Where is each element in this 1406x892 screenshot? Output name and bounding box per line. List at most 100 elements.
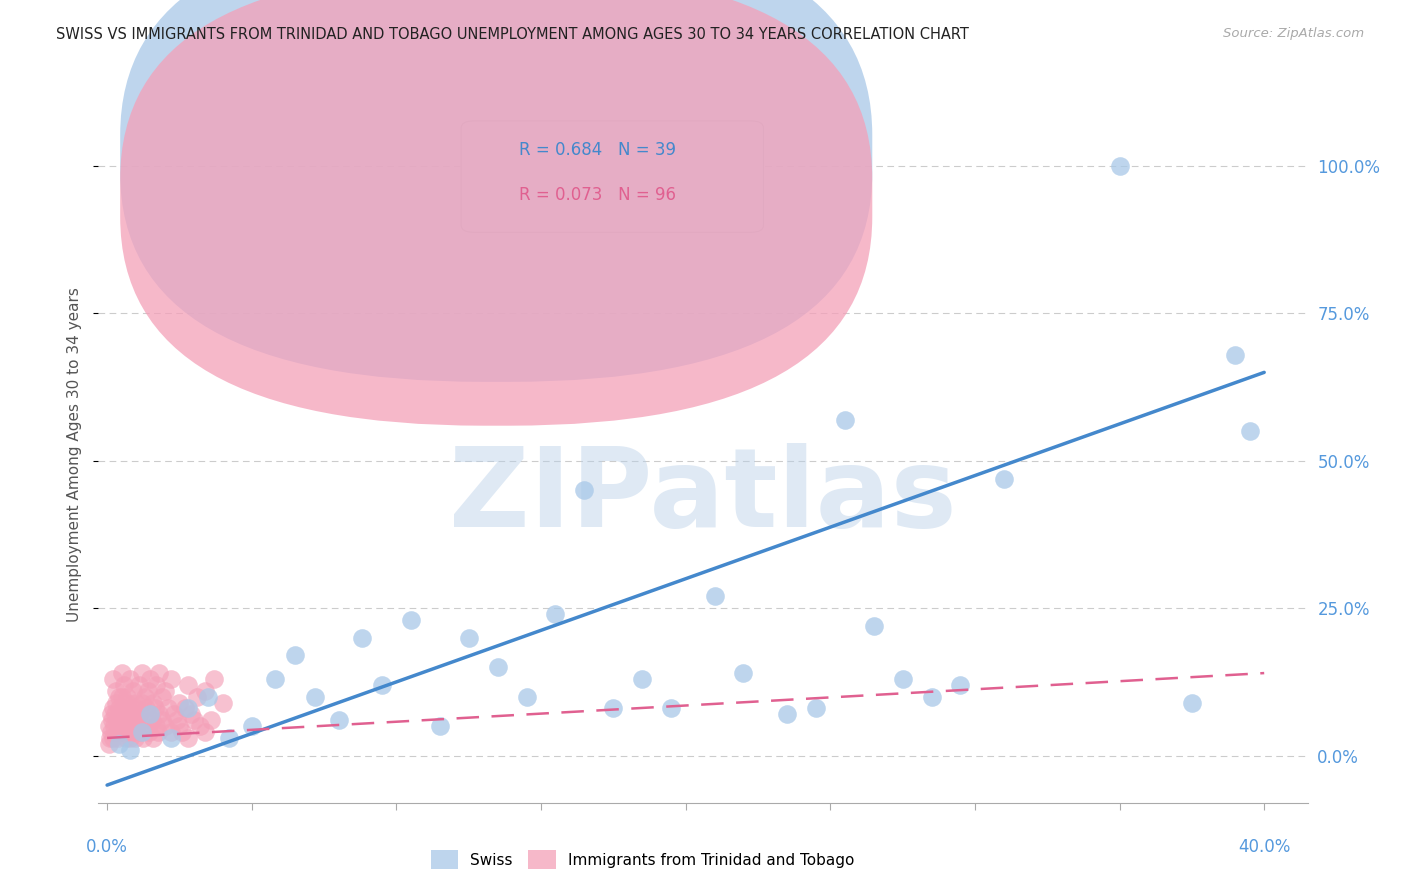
Point xyxy=(145,719,167,733)
Point xyxy=(169,696,191,710)
Point xyxy=(169,719,191,733)
Legend: Swiss, Immigrants from Trinidad and Tobago: Swiss, Immigrants from Trinidad and Toba… xyxy=(425,845,860,875)
Point xyxy=(544,607,567,621)
Point xyxy=(139,707,162,722)
Point xyxy=(174,701,197,715)
Point xyxy=(153,719,176,733)
Point xyxy=(1225,348,1247,362)
Point xyxy=(141,713,163,727)
Point xyxy=(891,672,914,686)
Point xyxy=(122,707,145,722)
Point xyxy=(1181,696,1204,710)
Point xyxy=(177,678,200,692)
Point xyxy=(125,696,148,710)
Point xyxy=(124,713,146,727)
Point xyxy=(98,731,121,745)
Point xyxy=(172,725,194,739)
Text: ZIPatlas: ZIPatlas xyxy=(449,443,957,550)
Point xyxy=(110,725,132,739)
Point xyxy=(117,725,139,739)
Point xyxy=(135,701,157,715)
Point xyxy=(834,412,856,426)
Point xyxy=(103,731,125,745)
Point xyxy=(104,696,127,710)
Point xyxy=(139,707,162,722)
Point xyxy=(110,666,132,681)
Point xyxy=(429,719,451,733)
Text: R = 0.684   N = 39: R = 0.684 N = 39 xyxy=(519,141,676,159)
Point xyxy=(804,701,827,715)
Point xyxy=(131,725,153,739)
Text: Source: ZipAtlas.com: Source: ZipAtlas.com xyxy=(1223,27,1364,40)
Point xyxy=(129,725,152,739)
Point xyxy=(148,707,170,722)
Point xyxy=(202,672,225,686)
Point xyxy=(115,731,138,745)
Point xyxy=(101,713,124,727)
FancyBboxPatch shape xyxy=(461,121,763,232)
Point xyxy=(194,683,217,698)
Point xyxy=(150,690,173,704)
Point xyxy=(993,471,1015,485)
Point xyxy=(107,701,129,715)
Point xyxy=(631,672,654,686)
Point xyxy=(145,678,167,692)
Point xyxy=(134,690,156,704)
Point xyxy=(949,678,972,692)
Point xyxy=(159,731,181,745)
Point xyxy=(862,619,884,633)
Point xyxy=(117,690,139,704)
Point xyxy=(110,690,132,704)
Point xyxy=(128,678,150,692)
Point xyxy=(131,666,153,681)
Point xyxy=(659,701,682,715)
Point xyxy=(218,731,240,745)
Text: 0.0%: 0.0% xyxy=(86,838,128,856)
Point xyxy=(121,713,143,727)
Point xyxy=(399,613,422,627)
Point xyxy=(125,701,148,715)
Point xyxy=(101,701,124,715)
Point xyxy=(114,707,136,722)
Point xyxy=(177,701,200,715)
Point xyxy=(134,713,156,727)
Point xyxy=(186,690,208,704)
FancyBboxPatch shape xyxy=(120,0,872,382)
Point xyxy=(921,690,943,704)
Point xyxy=(350,631,373,645)
Point xyxy=(112,701,135,715)
Point xyxy=(120,672,142,686)
Point xyxy=(146,725,169,739)
Point xyxy=(100,707,122,722)
Point xyxy=(284,648,307,663)
Point xyxy=(127,719,149,733)
Text: R = 0.073   N = 96: R = 0.073 N = 96 xyxy=(519,186,676,204)
FancyBboxPatch shape xyxy=(120,0,872,425)
Point xyxy=(108,707,131,722)
Point xyxy=(111,713,134,727)
Y-axis label: Unemployment Among Ages 30 to 34 years: Unemployment Among Ages 30 to 34 years xyxy=(67,287,83,623)
Point xyxy=(132,731,155,745)
Point xyxy=(97,737,120,751)
Point xyxy=(148,666,170,681)
Point xyxy=(156,701,179,715)
Point xyxy=(328,713,350,727)
Point xyxy=(486,660,509,674)
Point xyxy=(264,672,287,686)
Point xyxy=(104,707,127,722)
Point xyxy=(124,731,146,745)
Point xyxy=(105,713,128,727)
Point xyxy=(371,678,394,692)
Point xyxy=(103,719,125,733)
Point xyxy=(114,719,136,733)
Point xyxy=(159,725,181,739)
Point xyxy=(776,707,799,722)
Point xyxy=(138,725,160,739)
Point xyxy=(100,725,122,739)
Point xyxy=(142,696,165,710)
Point xyxy=(118,719,141,733)
Point xyxy=(1239,425,1261,439)
Point xyxy=(121,725,143,739)
Point xyxy=(515,690,537,704)
Point xyxy=(180,707,202,722)
